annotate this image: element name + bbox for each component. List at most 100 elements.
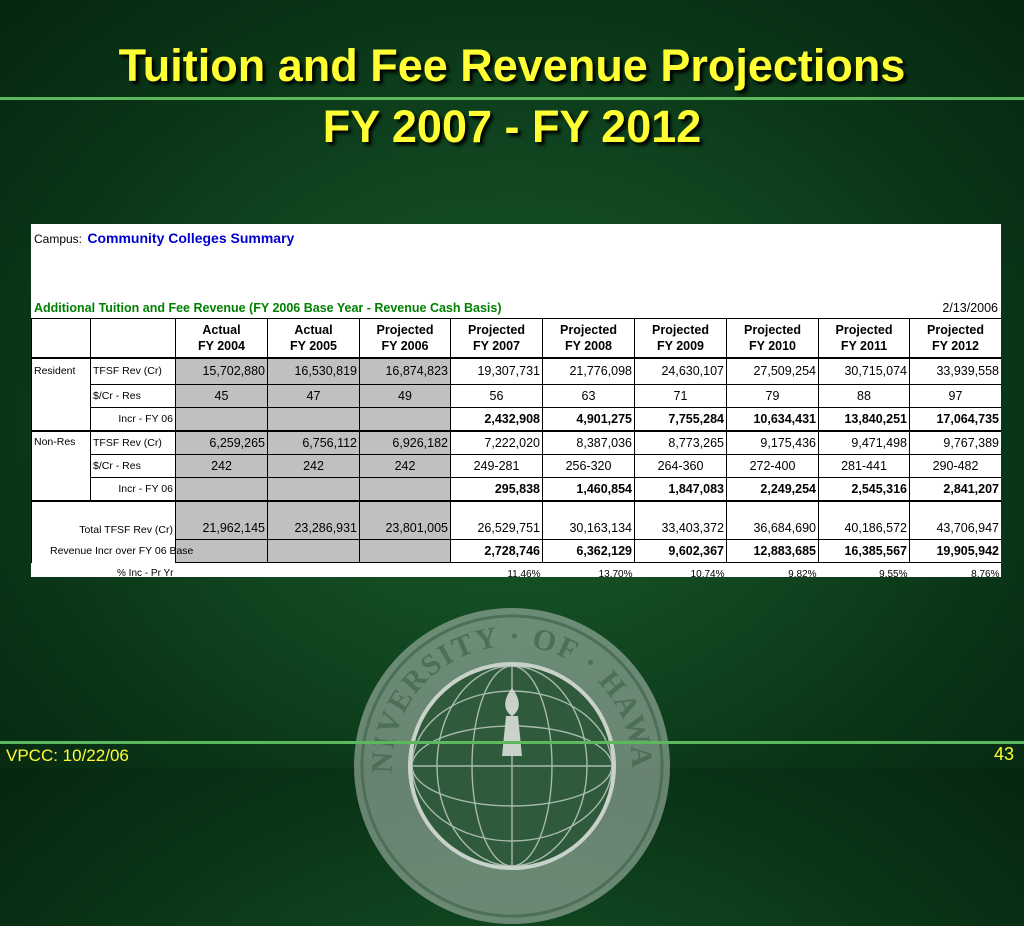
cell: 7,755,284	[634, 406, 727, 431]
cell: 2,728,746	[450, 539, 543, 563]
cell	[267, 406, 360, 431]
page-number: 43	[993, 744, 1014, 764]
cell: 9.82%	[788, 568, 817, 578]
cell: 24,630,107	[634, 357, 727, 385]
slide-title-line2: FY 2007 - FY 2012	[322, 101, 702, 152]
cell	[267, 539, 360, 563]
spreadsheet-panel: Campus: Community Colleges Summary Addit…	[31, 224, 1001, 577]
cell: 19,905,942	[909, 539, 1001, 563]
table-row: % Inc - Pr Yr 11.46% 13.70% 10.74% 9.82%…	[32, 563, 1002, 578]
cell: 6,926,182	[359, 430, 451, 455]
sheet-subtitle: Additional Tuition and Fee Revenue (FY 2…	[34, 301, 502, 315]
header-cell: Projected FY 2010	[726, 318, 819, 359]
cell: 10,634,431	[726, 406, 819, 431]
table-row: Incr - FY 06 295,838 1,460,854 1,847,083…	[31, 476, 1001, 501]
cell: 8.76%	[971, 568, 1000, 578]
revenue-table: Actual FY 2004 Actual FY 2005 Projected FY …	[31, 318, 1001, 577]
header-row: Actual FY 2004 Actual FY 2005 Projected FY …	[31, 318, 1001, 359]
cell: 21,776,098	[542, 357, 635, 385]
cell: 9,471,498	[818, 430, 910, 455]
university-seal: UNIVERSITY · OF · HAWAII	[352, 606, 672, 926]
cell: 7,222,020	[450, 430, 543, 455]
seal-icon: UNIVERSITY · OF · HAWAII	[352, 606, 670, 924]
cell	[176, 563, 268, 578]
cell: 8,773,265	[634, 430, 727, 455]
table-row: Incr - FY 06 2,432,908 4,901,275 7,755,2…	[31, 406, 1001, 431]
cell: 16,385,567	[818, 539, 910, 563]
footer-left: VPCC: 10/22/06	[6, 746, 129, 765]
cell: 23,801,005	[359, 500, 451, 540]
cell: 256-320	[542, 453, 635, 478]
table-row: Total TFSF Rev (Cr) 21,962,145 23,286,93…	[31, 500, 1001, 540]
cell: 23,286,931	[267, 500, 360, 540]
header-cell: Projected FY 2011	[818, 318, 910, 359]
cell: 56	[450, 383, 543, 408]
cell: 30,715,074	[818, 357, 910, 385]
cell: 33,403,372	[634, 500, 727, 540]
cell: 281-441	[818, 453, 910, 478]
header-cell: Projected FY 2007	[450, 318, 543, 359]
table-row: $/Cr - Res 242 242 242 249-281 256-320 2…	[32, 453, 1001, 478]
cell	[359, 539, 451, 563]
cell: 2,545,316	[818, 476, 910, 501]
group-label-nonres: Non-Res	[31, 430, 91, 502]
cell	[268, 563, 360, 578]
row-label: $/Cr - Res	[90, 383, 176, 408]
cell: 242	[359, 453, 451, 478]
row-label: TFSF Rev (Cr)	[90, 357, 176, 385]
slide-title-line1: Tuition and Fee Revenue Projections	[118, 40, 906, 91]
cell: 2,249,254	[726, 476, 819, 501]
cell	[359, 406, 451, 431]
row-label: Incr - FY 06	[90, 406, 176, 431]
sheet-date: 2/13/2006	[942, 301, 998, 315]
cell: 1,847,083	[634, 476, 727, 501]
cell: 8,387,036	[542, 430, 635, 455]
bottom-divider	[0, 741, 1024, 744]
cell	[360, 563, 451, 578]
cell: 63	[542, 383, 635, 408]
cell	[359, 476, 451, 501]
cell: 2,841,207	[909, 476, 1001, 501]
cell: 242	[175, 453, 268, 478]
header-empty	[31, 318, 91, 359]
cell: 97	[909, 383, 1001, 408]
cell: 15,702,880	[175, 357, 268, 385]
cell: 17,064,735	[909, 406, 1001, 431]
cell: 43,706,947	[909, 500, 1001, 540]
header-cell: Actual FY 2005	[267, 318, 360, 359]
cell: 26,529,751	[450, 500, 543, 540]
cell	[175, 539, 268, 563]
header-cell: Projected FY 2008	[542, 318, 635, 359]
header-cell: Projected FY 2009	[634, 318, 727, 359]
table-row: Revenue Incr over FY 06 Base 2,728,746 6…	[31, 539, 1001, 563]
row-label: Revenue Incr over FY 06 Base	[31, 539, 193, 563]
cell	[175, 476, 268, 501]
cell: 11.46%	[507, 568, 541, 578]
cell: 71	[634, 383, 727, 408]
cell: 9,602,367	[634, 539, 727, 563]
cell: 13,840,251	[818, 406, 910, 431]
cell: 36,684,690	[726, 500, 819, 540]
cell: 33,939,558	[909, 357, 1001, 385]
header-cell: Actual FY 2004	[175, 318, 268, 359]
row-label: TFSF Rev (Cr)	[90, 430, 176, 455]
cell: 47	[267, 383, 360, 408]
campus-value: Community Colleges Summary	[87, 230, 295, 246]
cell: 6,259,265	[175, 430, 268, 455]
row-label: Incr - FY 06	[90, 476, 176, 501]
cell: 21,962,145	[175, 500, 268, 540]
header-cell: Projected FY 2006	[359, 318, 451, 359]
cell: 12,883,685	[726, 539, 819, 563]
cell: 16,874,823	[359, 357, 451, 385]
cell: 16,530,819	[267, 357, 360, 385]
cell: 40,186,572	[818, 500, 910, 540]
header-cell: Projected FY 2012	[909, 318, 1001, 359]
campus-line: Campus: Community Colleges Summary	[34, 230, 294, 246]
cell: 249-281	[450, 453, 543, 478]
cell: 79	[726, 383, 819, 408]
cell: 30,163,134	[542, 500, 635, 540]
cell: 2,432,908	[450, 406, 543, 431]
cell: 6,756,112	[267, 430, 360, 455]
cell: 27,509,254	[726, 357, 819, 385]
campus-label: Campus:	[34, 232, 83, 246]
